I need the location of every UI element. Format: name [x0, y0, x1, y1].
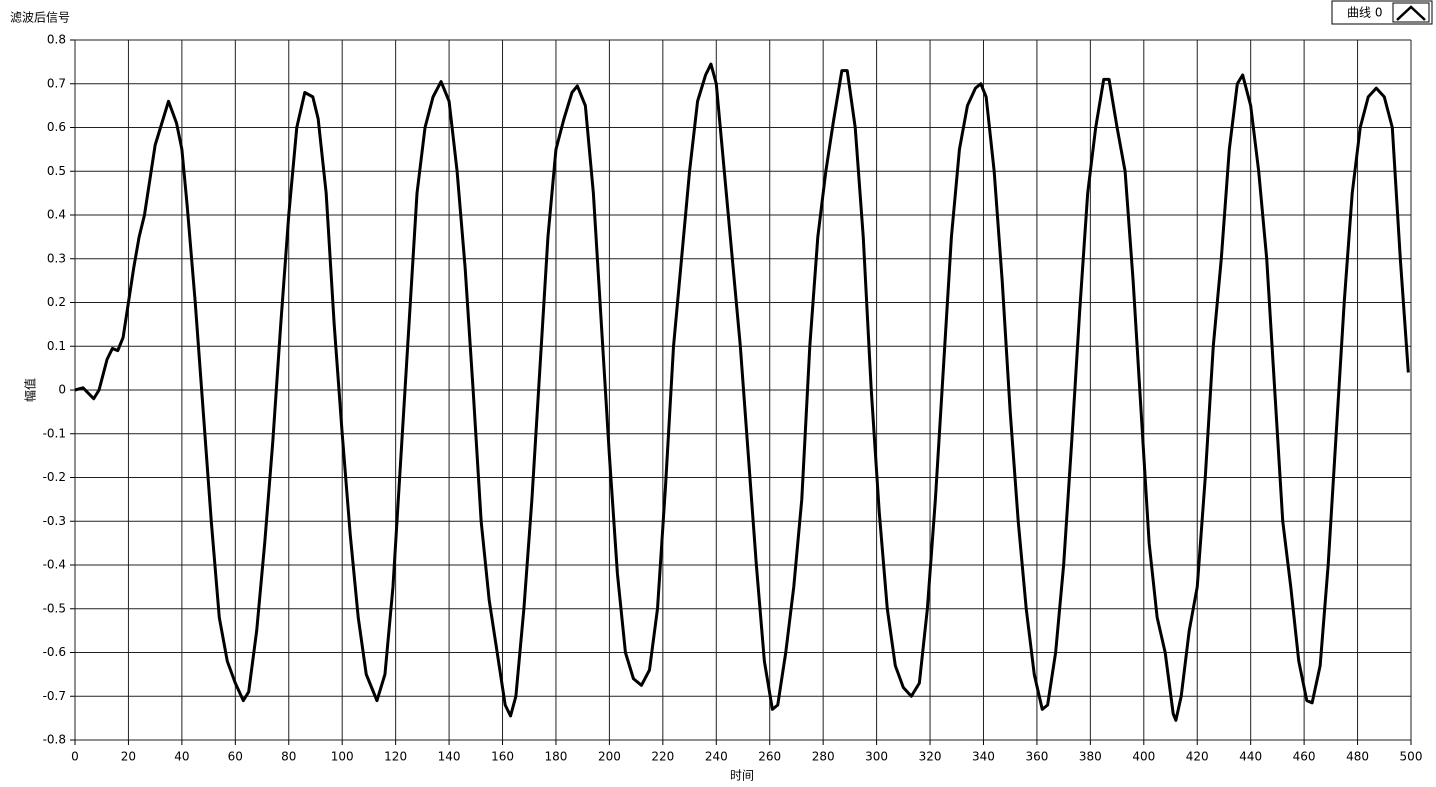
x-tick-label: 300: [865, 750, 888, 764]
y-tick-label: -0.2: [43, 470, 66, 484]
y-tick-label: 0.8: [47, 33, 66, 47]
y-tick-label: 0.2: [47, 295, 66, 309]
y-tick-label: -0.5: [43, 601, 66, 615]
x-tick-label: 40: [174, 750, 189, 764]
x-tick-label: 420: [1186, 750, 1209, 764]
y-tick-label: -0.1: [43, 426, 66, 440]
x-tick-label: 140: [438, 750, 461, 764]
x-axis-label: 时间: [730, 769, 754, 783]
chart-title: 滤波后信号: [10, 11, 70, 25]
y-tick-label: -0.7: [43, 689, 66, 703]
legend-icon: [1396, 5, 1426, 21]
legend-icon-box: [1392, 2, 1430, 23]
x-tick-label: 440: [1239, 750, 1262, 764]
y-tick-label: 0: [58, 383, 66, 397]
y-tick-label: 0.1: [47, 339, 66, 353]
x-tick-label: 100: [331, 750, 354, 764]
x-tick-label: 400: [1132, 750, 1155, 764]
x-tick-label: 380: [1079, 750, 1102, 764]
y-tick-label: -0.6: [43, 645, 66, 659]
y-tick-label: 0.4: [47, 208, 66, 222]
x-tick-label: 220: [651, 750, 674, 764]
x-tick-label: 280: [812, 750, 835, 764]
y-tick-label: -0.4: [43, 558, 66, 572]
x-tick-label: 200: [598, 750, 621, 764]
x-tick-label: 500: [1400, 750, 1423, 764]
x-tick-label: 0: [71, 750, 79, 764]
x-tick-label: 460: [1293, 750, 1316, 764]
x-tick-label: 340: [972, 750, 995, 764]
y-tick-label: -0.8: [43, 733, 66, 747]
y-tick-label: 0.6: [47, 120, 66, 134]
data-line: [74, 62, 1410, 722]
x-tick-label: 20: [121, 750, 136, 764]
x-tick-label: 160: [491, 750, 514, 764]
x-tick-label: 180: [545, 750, 568, 764]
y-tick-label: 0.5: [47, 164, 66, 178]
x-tick-label: 240: [705, 750, 728, 764]
x-tick-label: 80: [281, 750, 296, 764]
y-axis-label: 幅值: [23, 378, 38, 402]
x-tick-label: 320: [919, 750, 942, 764]
y-tick-label: 0.7: [47, 76, 66, 90]
y-tick-label: -0.3: [43, 514, 66, 528]
x-tick-label: 480: [1346, 750, 1369, 764]
x-tick-label: 260: [758, 750, 781, 764]
y-tick-label: 0.3: [47, 251, 66, 265]
legend-label: 曲线 0: [1347, 6, 1382, 20]
x-tick-label: 360: [1025, 750, 1048, 764]
x-tick-label: 60: [228, 750, 243, 764]
x-tick-label: 120: [384, 750, 407, 764]
